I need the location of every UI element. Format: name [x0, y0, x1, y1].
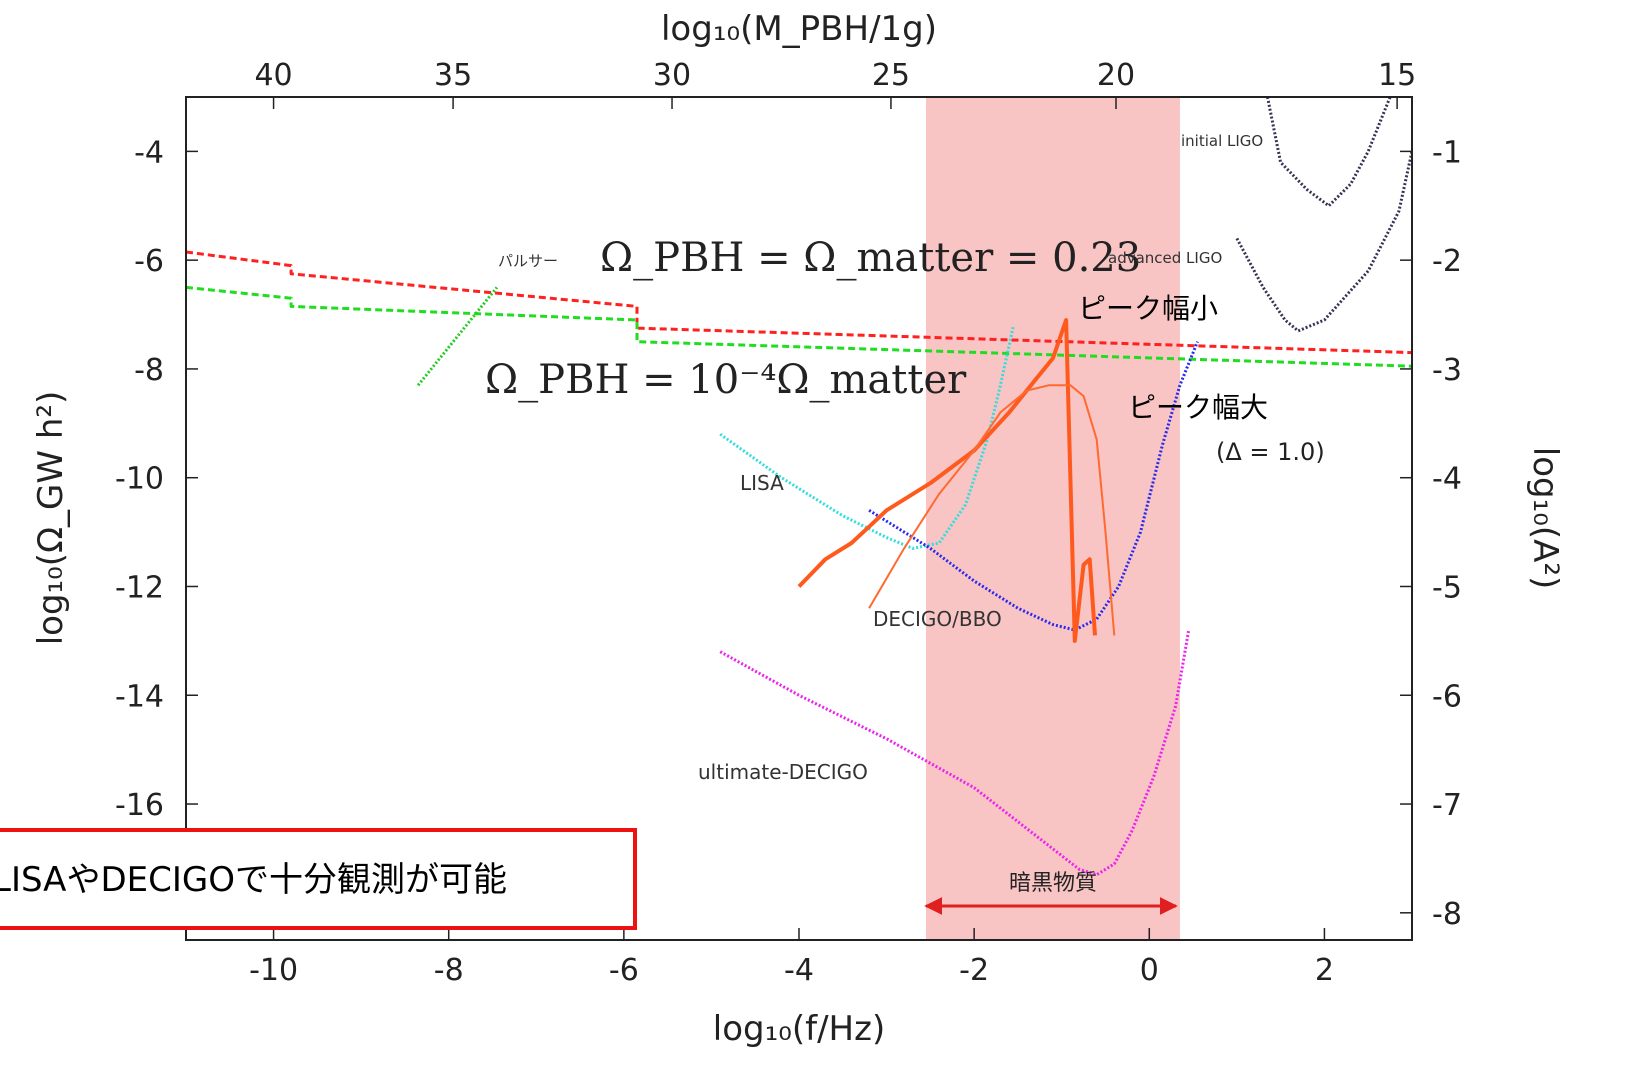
y2-tick-label: -4: [1432, 462, 1462, 497]
y2-tick-label: -5: [1432, 570, 1462, 605]
label-ultimate-decigo: ultimate-DECIGO: [698, 760, 868, 784]
series-line-0: [186, 250, 1412, 355]
y-tick-label: -6: [134, 244, 164, 279]
y-tick-label: -4: [134, 135, 164, 170]
y2-tick-label: -2: [1432, 244, 1462, 279]
x2-tick-label: 20: [1097, 58, 1135, 93]
series-line-9: [868, 384, 1116, 636]
label-decigo-bbo: DECIGO/BBO: [873, 607, 1002, 631]
ticks-layer: -10 -8 -6 -4 -2 0 2 -4 -6 -8 -10 -12 -14 -16 40 35 30 25 2…: [115, 58, 1462, 988]
callout-box: [0, 828, 637, 930]
x2-tick-label: 25: [872, 58, 910, 93]
x2-axis-title: log₁₀(M_PBH/1g): [661, 9, 937, 49]
x2-tick-label: 40: [254, 58, 292, 93]
series-line-6: [1266, 97, 1392, 208]
y2-tick-label: -3: [1432, 353, 1462, 388]
y-tick-label: -14: [115, 679, 164, 714]
series-line-1: [186, 285, 1412, 368]
series-line-7: [1235, 151, 1412, 333]
x-tick-label: -10: [249, 953, 298, 988]
y-axis-title: log₁₀(Ω_GW h²): [31, 391, 71, 646]
series-layer: [186, 97, 1412, 877]
annotation-omega-1e-4: Ω_PBH = 10⁻⁴Ω_matter: [485, 357, 967, 403]
x-tick-label: -4: [784, 953, 814, 988]
series-line-2: [416, 286, 499, 387]
label-peak-wide: ピーク幅大: [1128, 391, 1268, 424]
y2-tick-label: -1: [1432, 135, 1462, 170]
x-axis-title: log₁₀(f/Hz): [713, 1009, 885, 1049]
series-line-8: [797, 318, 1097, 643]
y2-tick-label: -7: [1432, 788, 1462, 823]
dark-matter-label: 暗黒物質: [1009, 871, 1097, 896]
x-tick-label: 0: [1140, 953, 1159, 988]
y-tick-label: -8: [134, 353, 164, 388]
plot-frame: [185, 96, 1413, 941]
x-tick-label: -6: [609, 953, 639, 988]
label-lisa: LISA: [740, 471, 784, 495]
x-tick-label: -2: [959, 953, 989, 988]
x2-tick-label: 15: [1378, 58, 1416, 93]
label-peak-narrow: ピーク幅小: [1078, 292, 1218, 325]
y-tick-label: -10: [115, 462, 164, 497]
callout-text: LISAやDECIGOで十分観測が可能: [0, 860, 507, 900]
x-tick-label: -8: [434, 953, 464, 988]
annotation-delta: (Δ = 1.0): [1216, 438, 1325, 466]
y-tick-label: -16: [115, 788, 164, 823]
y2-tick-label: -6: [1432, 679, 1462, 714]
x-tick-label: 2: [1315, 953, 1334, 988]
y2-tick-label: -8: [1432, 897, 1462, 932]
label-pulsar: パルサー: [498, 252, 558, 270]
series-line-4: [868, 341, 1199, 632]
label-advanced-ligo: advanced LIGO: [1108, 249, 1222, 267]
series-line-5: [719, 629, 1191, 877]
x2-tick-label: 30: [653, 58, 691, 93]
y2-axis-title: log₁₀(A²): [1525, 447, 1565, 590]
y-tick-label: -12: [115, 570, 164, 605]
shaded-region: [925, 97, 1180, 940]
label-initial-ligo: initial LIGO: [1181, 132, 1263, 150]
annotation-omega-023: Ω_PBH = Ω_matter = 0.23: [600, 235, 1141, 281]
x2-tick-label: 35: [434, 58, 472, 93]
